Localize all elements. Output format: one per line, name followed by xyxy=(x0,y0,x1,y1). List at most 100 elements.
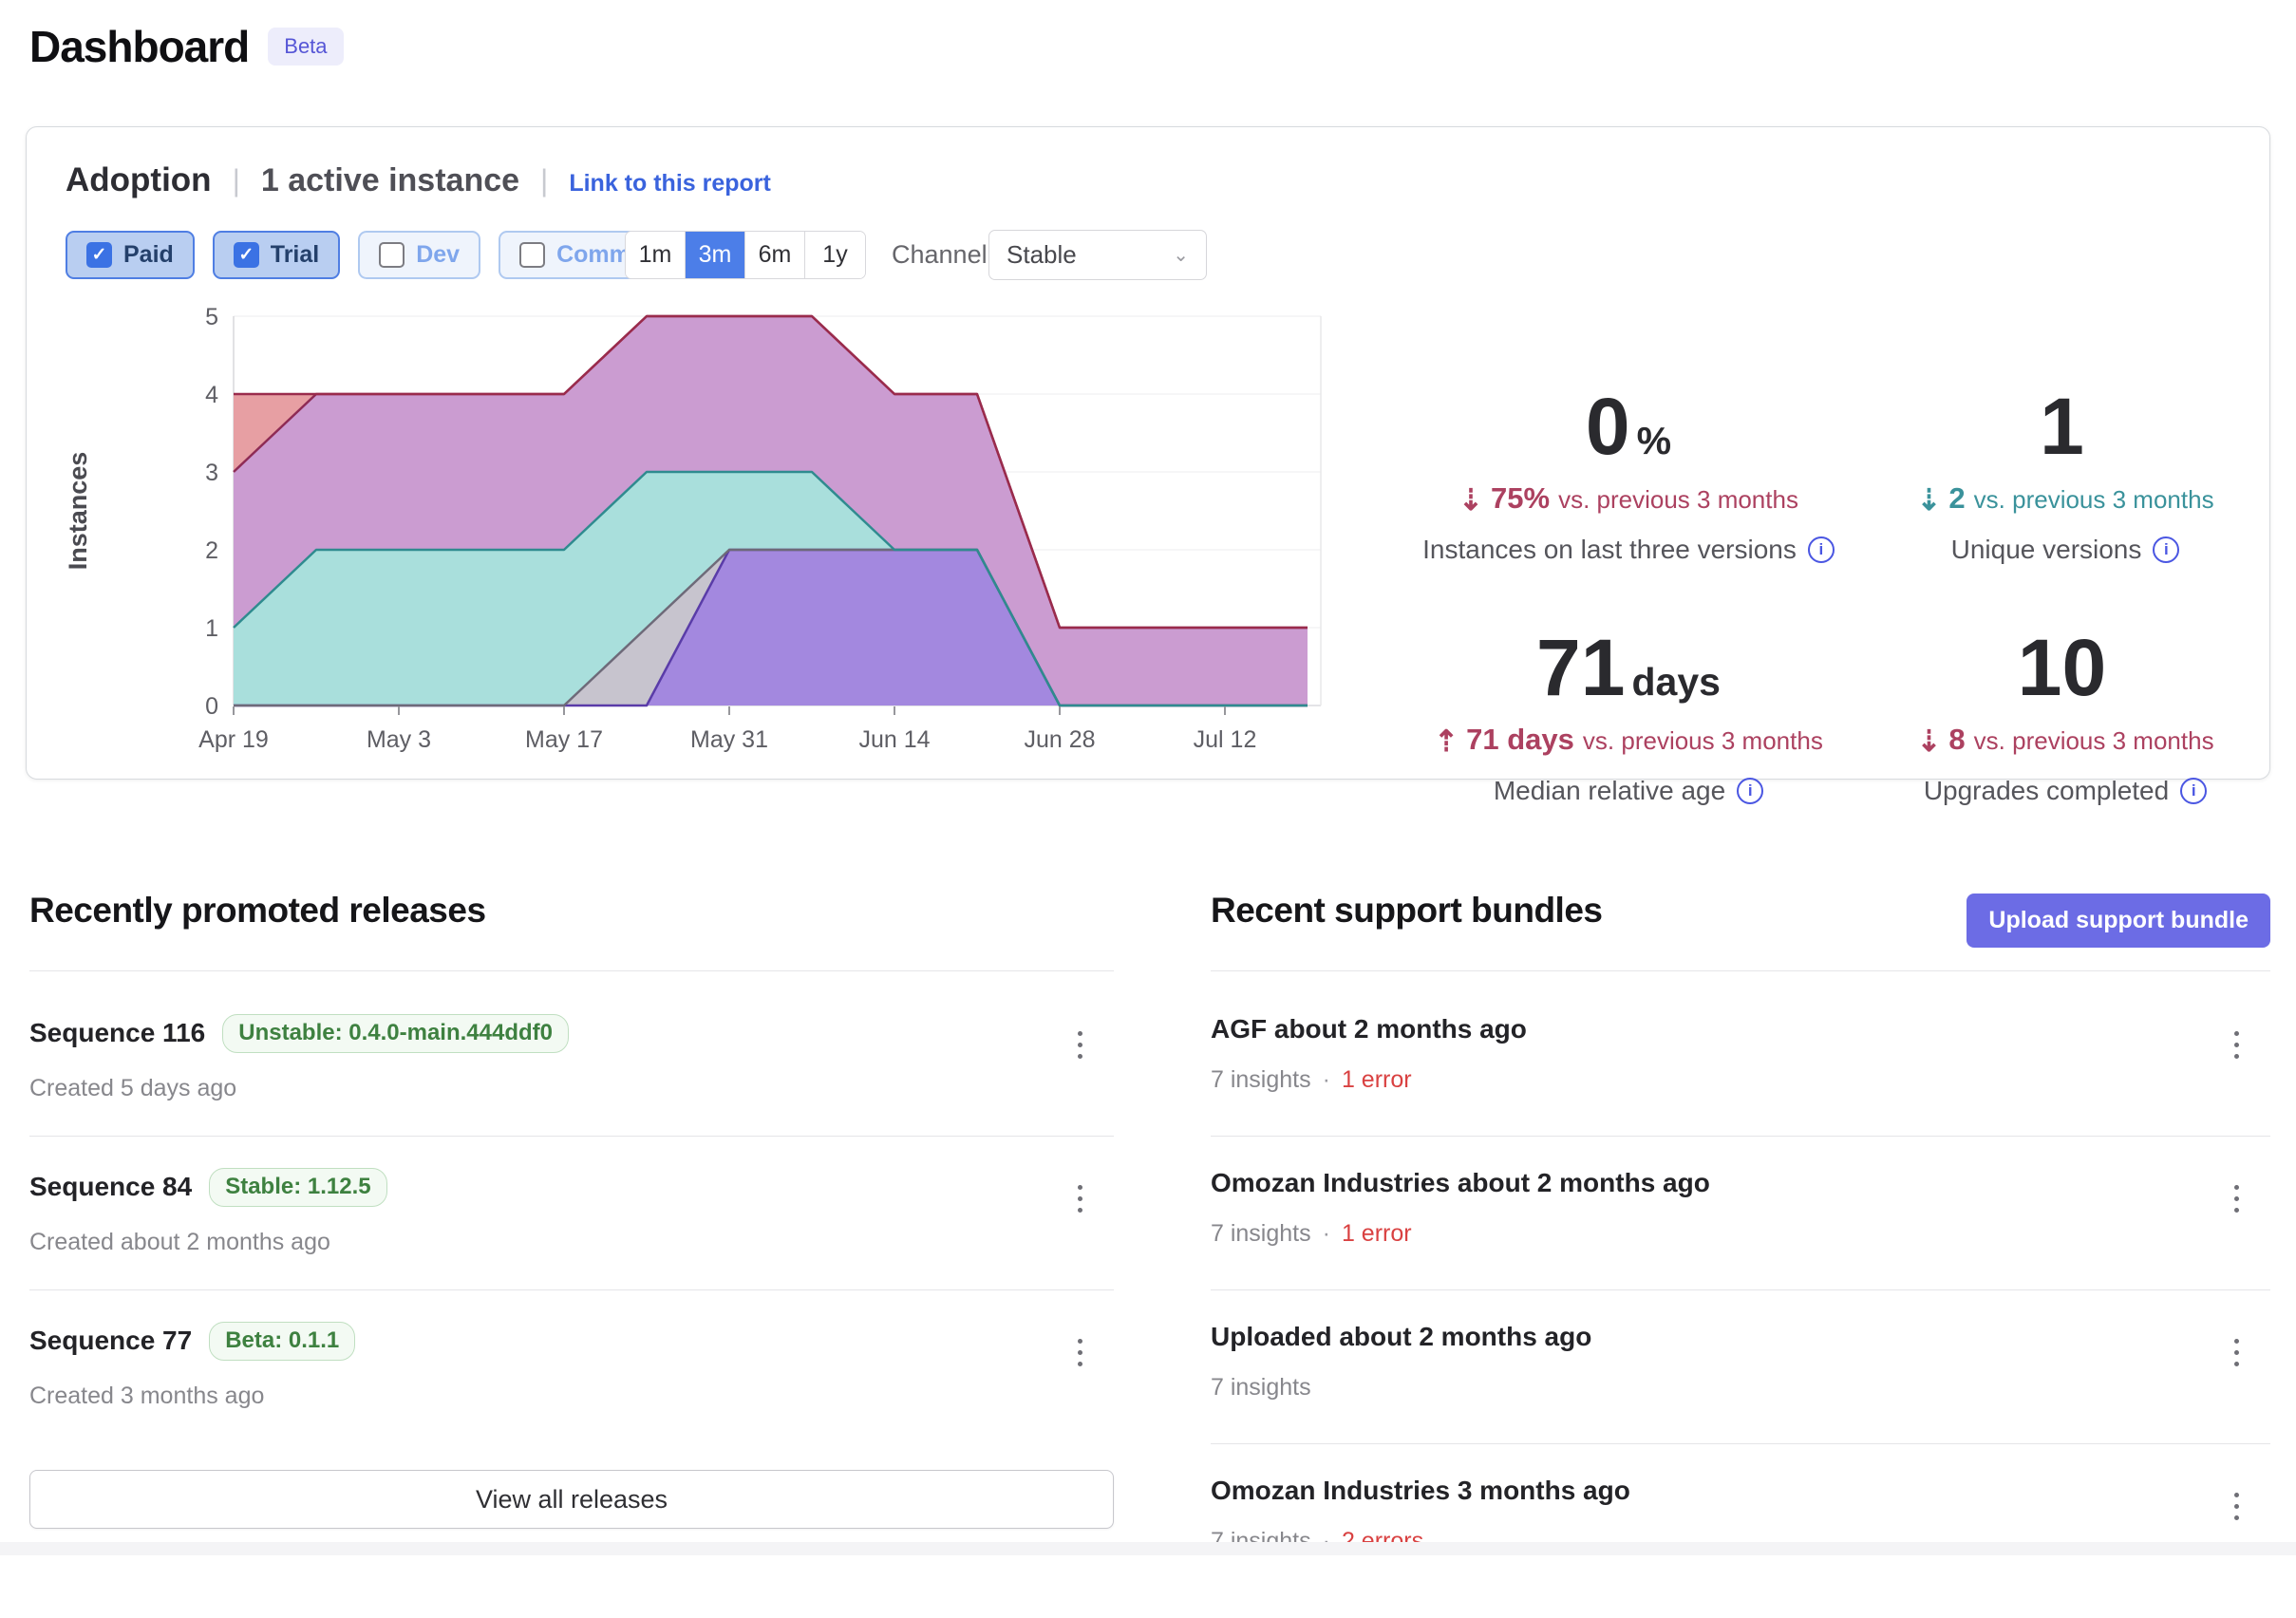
release-row[interactable]: Sequence 77 Beta: 0.1.1 Created 3 months… xyxy=(29,1322,1114,1464)
license-filters: ✓ Paid ✓ Trial ✓ Dev ✓ Community xyxy=(66,231,708,279)
upload-support-bundle-button[interactable]: Upload support bundle xyxy=(1967,894,2270,948)
divider xyxy=(29,970,1114,971)
arrow-down-icon: ⇣ xyxy=(1459,483,1484,517)
adoption-title: Adoption xyxy=(66,161,212,198)
releases-heading: Recently promoted releases xyxy=(29,891,486,930)
stat-unique-versions: 1 ⇣ 2 vs. previous 3 months Unique version… xyxy=(1856,386,2274,565)
bundle-errors: 1 error xyxy=(1341,1220,1412,1247)
divider xyxy=(29,1136,1114,1137)
release-title: Sequence 84 xyxy=(29,1172,193,1202)
svg-text:Jul 12: Jul 12 xyxy=(1194,726,1257,753)
row-menu-button[interactable] xyxy=(2215,1477,2257,1534)
channel-label: Channel xyxy=(892,240,988,269)
kebab-icon xyxy=(2233,1492,2239,1497)
chevron-down-icon: ⌄ xyxy=(1173,245,1189,266)
header-separator: | xyxy=(540,163,549,198)
arrow-down-icon: ⇣ xyxy=(1916,483,1942,517)
info-icon[interactable]: i xyxy=(1807,536,1835,563)
header-separator: | xyxy=(232,163,240,198)
beta-badge: Beta xyxy=(268,28,344,66)
checkbox-icon: ✓ xyxy=(233,242,259,268)
range-6m[interactable]: 6m xyxy=(745,232,805,278)
release-row[interactable]: Sequence 116 Unstable: 0.4.0-main.444ddf… xyxy=(29,1014,1114,1157)
svg-text:4: 4 xyxy=(205,382,218,408)
range-1y[interactable]: 1y xyxy=(805,232,865,278)
page-bottom-strip xyxy=(0,1542,2296,1555)
svg-text:May 17: May 17 xyxy=(525,726,603,753)
bundle-title: AGF about 2 months ago xyxy=(1211,1014,1527,1044)
bundle-row[interactable]: Uploaded about 2 months ago 7 insights xyxy=(1211,1322,2270,1464)
info-icon[interactable]: i xyxy=(2180,778,2208,804)
divider xyxy=(1211,1289,2270,1290)
link-to-report[interactable]: Link to this report xyxy=(569,170,771,197)
dot-separator: · xyxy=(1322,1220,1330,1247)
stat-label: Instances on last three versions xyxy=(1422,535,1797,564)
releases-section: Recently promoted releases Sequence 116 … xyxy=(29,891,1114,1529)
row-menu-button[interactable] xyxy=(2215,1016,2257,1073)
arrow-down-icon: ⇣ xyxy=(1916,724,1942,758)
release-version-badge: Beta: 0.1.1 xyxy=(209,1322,356,1361)
bundle-title: Omozan Industries about 2 months ago xyxy=(1211,1168,1710,1197)
release-created: Created about 2 months ago xyxy=(29,1228,330,1255)
svg-text:3: 3 xyxy=(205,460,218,486)
release-version-badge: Unstable: 0.4.0-main.444ddf0 xyxy=(222,1014,570,1053)
range-3m[interactable]: 3m xyxy=(686,232,745,278)
checkbox-icon: ✓ xyxy=(379,242,405,268)
bundle-row[interactable]: Omozan Industries about 2 months ago 7 i… xyxy=(1211,1168,2270,1310)
channel-select[interactable]: Stable ⌄ xyxy=(988,230,1207,280)
kebab-icon xyxy=(2233,1030,2239,1036)
svg-text:0: 0 xyxy=(205,693,218,720)
adoption-stats: 0% ⇣ 75% vs. previous 3 months Instances o… xyxy=(1401,386,2274,806)
bundle-row[interactable]: AGF about 2 months ago 7 insights · 1 erro… xyxy=(1211,1014,2270,1157)
row-menu-button[interactable] xyxy=(1059,1324,1101,1381)
stat-unit: % xyxy=(1636,419,1672,462)
stat-label: Unique versions xyxy=(1950,535,2142,564)
stat-instances-last-three-versions: 0% ⇣ 75% vs. previous 3 months Instances o… xyxy=(1401,386,1856,565)
filter-paid[interactable]: ✓ Paid xyxy=(66,231,195,279)
info-icon[interactable]: i xyxy=(2153,536,2180,563)
dot-separator: · xyxy=(1322,1066,1330,1093)
bundle-insights: 7 insights xyxy=(1211,1220,1311,1247)
view-all-releases-button[interactable]: View all releases xyxy=(29,1470,1114,1529)
svg-text:May 31: May 31 xyxy=(690,726,768,753)
page-header: Dashboard Beta xyxy=(29,21,344,72)
bundles-heading: Recent support bundles xyxy=(1211,891,1603,930)
filter-label: Dev xyxy=(416,241,461,268)
bundle-title: Omozan Industries 3 months ago xyxy=(1211,1476,1630,1505)
svg-text:Instances: Instances xyxy=(64,452,92,571)
svg-text:1: 1 xyxy=(205,615,218,642)
time-range-control: 1m 3m 6m 1y xyxy=(625,231,866,279)
release-title: Sequence 116 xyxy=(29,1018,206,1048)
checkbox-icon: ✓ xyxy=(86,242,112,268)
channel-value: Stable xyxy=(1007,240,1077,269)
row-menu-button[interactable] xyxy=(2215,1324,2257,1381)
range-1m[interactable]: 1m xyxy=(626,232,686,278)
stat-value: 1 xyxy=(2040,382,2084,471)
page-title: Dashboard xyxy=(29,22,250,71)
filter-label: Trial xyxy=(270,241,320,268)
divider xyxy=(29,1289,1114,1290)
svg-text:Jun 28: Jun 28 xyxy=(1024,726,1095,753)
stat-unit: days xyxy=(1631,660,1721,704)
stat-label: Median relative age xyxy=(1493,776,1726,805)
row-menu-button[interactable] xyxy=(1059,1170,1101,1227)
svg-text:May 3: May 3 xyxy=(367,726,431,753)
info-icon[interactable]: i xyxy=(1737,778,1764,804)
svg-text:5: 5 xyxy=(205,308,218,330)
stat-delta: ⇣ 8 vs. previous 3 months xyxy=(1916,723,2214,758)
row-menu-button[interactable] xyxy=(1059,1016,1101,1073)
divider xyxy=(1211,1136,2270,1137)
release-row[interactable]: Sequence 84 Stable: 1.12.5 Created about… xyxy=(29,1168,1114,1310)
kebab-icon xyxy=(1077,1030,1082,1036)
stat-delta: ⇣ 75% vs. previous 3 months xyxy=(1459,481,1798,517)
kebab-icon xyxy=(1077,1338,1082,1344)
filter-dev[interactable]: ✓ Dev xyxy=(358,231,481,279)
row-menu-button[interactable] xyxy=(2215,1170,2257,1227)
stat-delta: ⇣ 2 vs. previous 3 months xyxy=(1916,481,2214,517)
filter-trial[interactable]: ✓ Trial xyxy=(212,231,341,279)
divider xyxy=(1211,970,2270,971)
stat-upgrades-completed: 10 ⇣ 8 vs. previous 3 months Upgrades comp… xyxy=(1856,628,2274,806)
stat-value: 0 xyxy=(1585,382,1630,471)
filter-label: Paid xyxy=(123,241,174,268)
svg-text:2: 2 xyxy=(205,537,218,564)
